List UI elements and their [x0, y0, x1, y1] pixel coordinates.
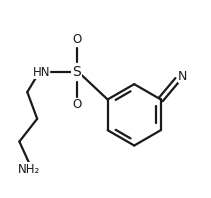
Text: HN: HN [32, 66, 50, 79]
Text: O: O [72, 98, 81, 111]
Text: S: S [72, 65, 81, 79]
Text: NH₂: NH₂ [18, 163, 40, 176]
Text: O: O [72, 33, 81, 46]
Text: N: N [178, 70, 188, 83]
